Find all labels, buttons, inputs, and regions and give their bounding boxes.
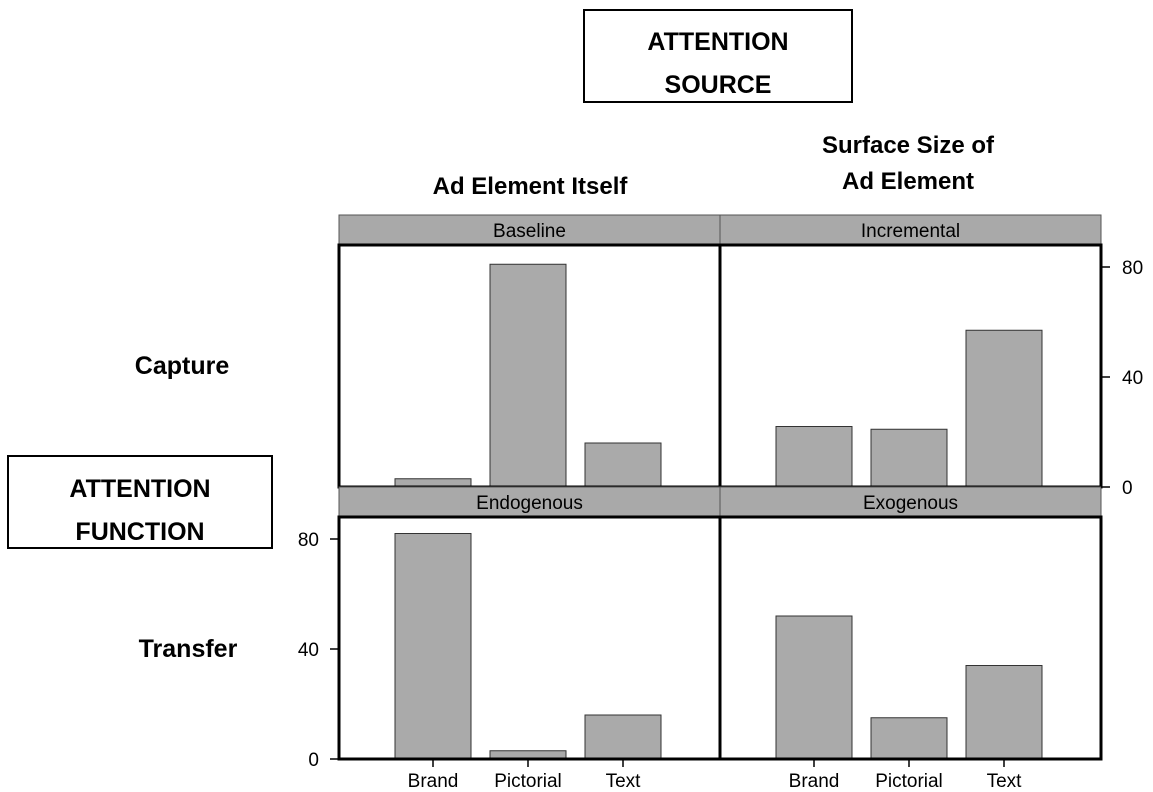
attention-function-line2: FUNCTION: [75, 518, 204, 546]
bar-endogenous-brand: [395, 534, 471, 760]
ytick-label-left-40: 40: [298, 640, 319, 661]
attention-source-line2: SOURCE: [665, 71, 772, 99]
bar-baseline-text: [585, 443, 661, 487]
strip-label-baseline: Baseline: [493, 221, 566, 242]
bar-incremental-brand: [776, 427, 852, 488]
panel-baseline: Baseline: [339, 215, 720, 487]
col-header-0-line2: Ad Element Itself: [433, 173, 629, 200]
ytick-label-right-40: 40: [1122, 368, 1143, 389]
category-label-0-brand: Brand: [408, 771, 459, 792]
bar-incremental-text: [966, 330, 1042, 487]
category-label-1-brand: Brand: [789, 771, 840, 792]
ytick-label-left-80: 80: [298, 530, 319, 551]
col-header-1-line1: Surface Size of: [822, 132, 995, 159]
strip-label-incremental: Incremental: [861, 221, 960, 242]
panel-exogenous: Exogenous: [720, 487, 1101, 759]
panels-layer: Baseline Incremental Endogenous Exogenous: [339, 215, 1101, 759]
bar-endogenous-text: [585, 715, 661, 759]
attention-function-line1: ATTENTION: [69, 475, 210, 503]
panel-incremental: Incremental: [720, 215, 1101, 487]
strip-label-endogenous: Endogenous: [476, 493, 583, 514]
category-label-1-pictorial: Pictorial: [875, 771, 943, 792]
attention-source-box: ATTENTION SOURCE: [584, 10, 852, 102]
ytick-label-left-0: 0: [308, 750, 319, 771]
bar-incremental-pictorial: [871, 429, 947, 487]
row-header-capture: Capture: [135, 352, 230, 380]
bar-exogenous-pictorial: [871, 718, 947, 759]
category-label-0-text: Text: [606, 771, 642, 792]
category-label-1-text: Text: [987, 771, 1023, 792]
attention-function-box: ATTENTION FUNCTION: [8, 456, 272, 548]
strip-label-exogenous: Exogenous: [863, 493, 958, 514]
bar-exogenous-text: [966, 666, 1042, 760]
category-label-0-pictorial: Pictorial: [494, 771, 562, 792]
bar-exogenous-brand: [776, 616, 852, 759]
col-header-1-line2: Ad Element: [842, 168, 974, 195]
row-header-transfer: Transfer: [139, 635, 238, 663]
panel-endogenous: Endogenous: [339, 487, 720, 759]
attention-source-line1: ATTENTION: [647, 28, 788, 56]
bar-baseline-pictorial: [490, 264, 566, 487]
ytick-label-right-80: 80: [1122, 258, 1143, 279]
ytick-label-right-0: 0: [1122, 478, 1133, 499]
